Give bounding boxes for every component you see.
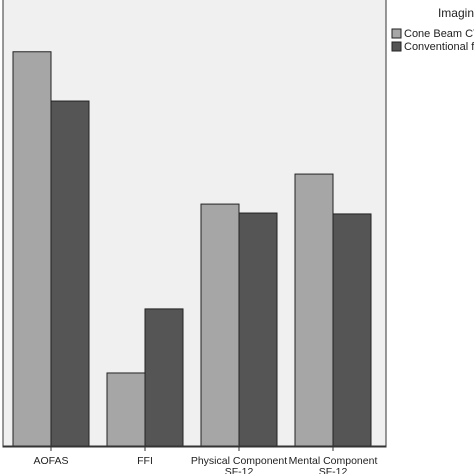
x-tick-label: AOFAS [33, 455, 68, 467]
legend-title: Imagin [438, 6, 474, 20]
x-tick-label: Physical Component SF-12 [191, 455, 287, 474]
x-tick-label: FFI [137, 455, 153, 467]
bar [106, 372, 146, 447]
bar [12, 51, 52, 447]
bar [332, 213, 372, 447]
bar [294, 173, 334, 447]
bar [238, 212, 278, 447]
legend-label: Cone Beam CT [404, 28, 474, 40]
bar [200, 203, 240, 447]
bar [50, 100, 90, 447]
legend-swatch [391, 41, 402, 52]
legend-swatch [391, 28, 402, 39]
x-tick-label: Mental Component SF-12 [289, 455, 378, 474]
legend-label: Conventional fl [404, 41, 474, 53]
bar [144, 308, 184, 447]
